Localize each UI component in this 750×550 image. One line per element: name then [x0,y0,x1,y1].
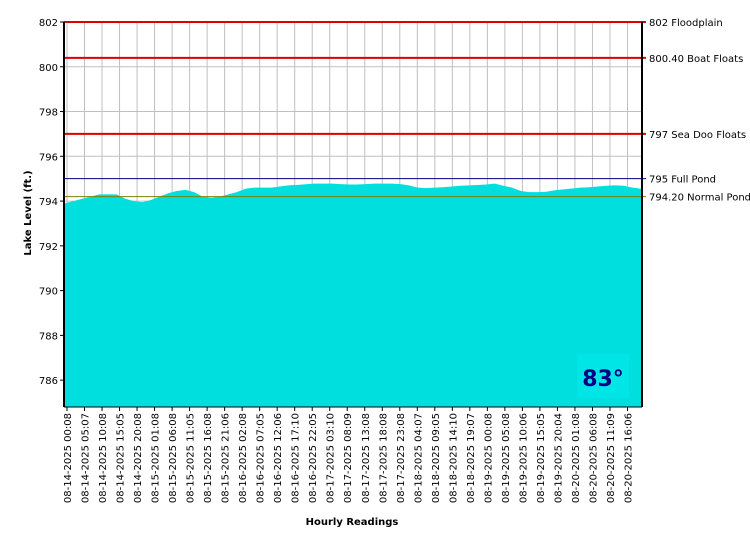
reference-label: 795 Full Pond [649,175,716,186]
x-tick-label: 08-15-2025 21:06 [221,413,232,503]
reading-columns [65,183,641,407]
reference-labels: 802 Floodplain 800.40 Boat Floats 797 Sea … [649,18,750,204]
x-tick-label: 08-17-2025 23:08 [396,413,407,503]
x-tick-label: 08-20-2025 11:09 [606,413,617,503]
reference-label: 797 Sea Doo Floats [649,130,746,141]
temperature-badge: 83° [577,354,629,398]
reference-label: 802 Floodplain [649,18,723,29]
y-tick-label: 790 [39,287,58,298]
y-axis-ticks: 786 788 790 792 794 796 798 800 802 [39,18,64,387]
x-tick-label: 08-20-2025 06:08 [588,413,599,503]
plot-frame [63,22,643,408]
x-tick-label: 08-18-2025 14:10 [448,413,459,503]
x-tick-label: 08-19-2025 10:06 [518,413,529,503]
x-tick-label: 08-16-2025 02:08 [238,413,249,503]
x-tick-label: 08-16-2025 17:10 [291,413,302,503]
reference-label: 794.20 Normal Pond [649,193,750,204]
x-tick-label: 08-15-2025 16:08 [203,413,214,503]
x-tick-label: 08-18-2025 19:07 [466,413,477,503]
area-layer [65,183,641,407]
x-tick-label: 08-14-2025 20:08 [133,413,144,503]
x-tick-label: 08-16-2025 07:05 [256,413,267,503]
y-tick-label: 792 [39,242,58,253]
temperature-value: 83° [582,367,624,392]
x-tick-label: 08-19-2025 05:08 [501,413,512,503]
x-tick-label: 08-20-2025 01:08 [571,413,582,503]
x-tick-label: 08-19-2025 20:04 [553,413,564,503]
x-tick-label: 08-20-2025 16:06 [623,413,634,503]
y-tick-label: 800 [39,63,58,74]
y-tick-label: 796 [39,152,58,163]
y-tick-label: 788 [39,331,58,342]
x-tick-label: 08-19-2025 15:05 [536,413,547,503]
x-tick-label: 08-14-2025 05:07 [81,413,92,503]
temperature-box [577,354,629,398]
y-tick-label: 794 [39,197,58,208]
lake-level-area [65,183,641,407]
x-tick-label: 08-17-2025 03:10 [326,413,337,503]
x-tick-label: 08-14-2025 15:05 [116,413,127,503]
reference-lines [64,21,646,198]
x-tick-label: 08-14-2025 10:08 [98,413,109,503]
x-tick-label: 08-17-2025 18:08 [378,413,389,503]
y-tick-label: 786 [39,376,58,387]
x-tick-label: 08-16-2025 22:05 [308,413,319,503]
x-tick-label: 08-15-2025 01:08 [151,413,162,503]
x-tick-label: 08-15-2025 11:05 [186,413,197,503]
x-axis-ticks: 08-14-2025 00:08 08-14-2025 05:07 08-14-20… [63,407,634,503]
reference-label: 800.40 Boat Floats [649,54,743,65]
x-tick-label: 08-17-2025 08:09 [343,413,354,503]
x-tick-label: 08-17-2025 13:08 [361,413,372,503]
x-tick-label: 08-15-2025 06:08 [168,413,179,503]
y-axis-title: Lake Level (ft.) [23,170,34,255]
x-tick-label: 08-18-2025 04:07 [413,413,424,503]
x-tick-label: 08-16-2025 12:06 [273,413,284,503]
y-tick-label: 802 [39,18,58,29]
x-axis-title: Hourly Readings [306,517,399,528]
x-tick-label: 08-18-2025 09:05 [431,413,442,503]
y-tick-label: 798 [39,108,58,119]
x-tick-label: 08-19-2025 00:08 [483,413,494,503]
x-tick-label: 08-14-2025 00:08 [63,413,74,503]
